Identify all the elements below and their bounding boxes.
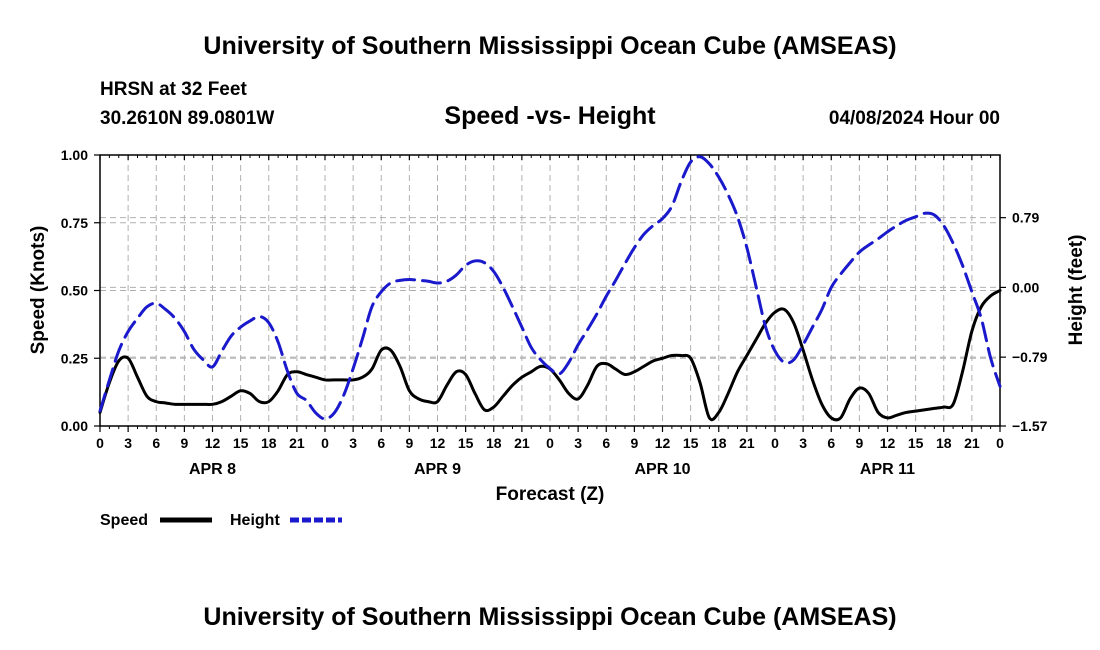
x-tick-label: 15 xyxy=(458,435,474,451)
x-tick-label: 3 xyxy=(124,435,132,451)
legend-speed-label: Speed xyxy=(100,512,148,529)
x-tick-label: 12 xyxy=(880,435,896,451)
x-tick-label: 21 xyxy=(289,435,305,451)
x-tick-label: 15 xyxy=(683,435,699,451)
x-tick-label: 9 xyxy=(405,435,413,451)
x-tick-label: 18 xyxy=(711,435,727,451)
x-tick-label: 0 xyxy=(96,435,104,451)
grid-lines xyxy=(100,155,1000,426)
x-tick-label: 9 xyxy=(630,435,638,451)
x-tick-label: 12 xyxy=(430,435,446,451)
coordinates-label: 30.2610N 89.0801W xyxy=(100,108,274,129)
x-tick-label: 15 xyxy=(908,435,924,451)
day-label: APR 10 xyxy=(634,461,690,478)
x-tick-label: 18 xyxy=(936,435,952,451)
y-right-tick-label: 0.79 xyxy=(1012,210,1039,226)
day-label: APR 8 xyxy=(189,461,236,478)
y-left-tick-label: 0.25 xyxy=(61,350,88,366)
x-tick-label: 6 xyxy=(602,435,610,451)
footer-title: University of Southern Mississippi Ocean… xyxy=(203,603,896,631)
forecast-date: 04/08/2024 Hour 00 xyxy=(829,108,1000,129)
x-tick-label: 0 xyxy=(771,435,779,451)
x-tick-label: 6 xyxy=(377,435,385,451)
axis-ticks: 0 3 6 9 12 15 18 21 0 3 6 9 12 15 18 21 0 3 6 9 12 15 18 21 0 3 6 9… xyxy=(61,147,1048,478)
x-tick-label: 3 xyxy=(349,435,357,451)
x-tick-label: 6 xyxy=(827,435,835,451)
x-tick-label: 18 xyxy=(261,435,277,451)
x-tick-label: 15 xyxy=(233,435,249,451)
y-right-tick-label: −0.79 xyxy=(1012,349,1048,365)
x-axis-title: Forecast (Z) xyxy=(496,484,605,505)
station-label: HRSN at 32 Feet xyxy=(100,79,247,100)
y-left-tick-label: 0.75 xyxy=(61,215,88,231)
legend-height-label: Height xyxy=(230,512,280,529)
series-line-height xyxy=(98,155,1002,421)
x-tick-label: 12 xyxy=(655,435,671,451)
x-tick-label: 21 xyxy=(514,435,530,451)
x-tick-label: 18 xyxy=(486,435,502,451)
x-tick-label: 21 xyxy=(739,435,755,451)
x-tick-label: 3 xyxy=(799,435,807,451)
y-left-tick-label: 0.00 xyxy=(61,418,88,434)
day-label: APR 9 xyxy=(414,461,461,478)
x-tick-label: 0 xyxy=(546,435,554,451)
x-tick-label: 3 xyxy=(574,435,582,451)
x-tick-label: 12 xyxy=(205,435,221,451)
x-tick-label: 21 xyxy=(964,435,980,451)
x-tick-label: 0 xyxy=(996,435,1004,451)
y-axis-right-title: Height (feet) xyxy=(1066,235,1087,346)
legend: Speed Height xyxy=(100,512,342,529)
x-tick-label: 9 xyxy=(180,435,188,451)
x-tick-label: 0 xyxy=(321,435,329,451)
x-tick-label: 9 xyxy=(855,435,863,451)
x-tick-label: 6 xyxy=(152,435,160,451)
chart-title: Speed -vs- Height xyxy=(444,102,656,130)
header-title: University of Southern Mississippi Ocean… xyxy=(203,32,896,60)
series-layer xyxy=(98,155,1002,422)
y-right-tick-label: 0.00 xyxy=(1012,279,1039,295)
y-axis-left-title: Speed (Knots) xyxy=(28,226,49,355)
y-left-tick-label: 0.50 xyxy=(61,283,88,299)
day-label: APR 11 xyxy=(860,461,915,478)
y-left-tick-label: 1.00 xyxy=(61,147,88,163)
y-right-tick-label: −1.57 xyxy=(1012,418,1048,434)
